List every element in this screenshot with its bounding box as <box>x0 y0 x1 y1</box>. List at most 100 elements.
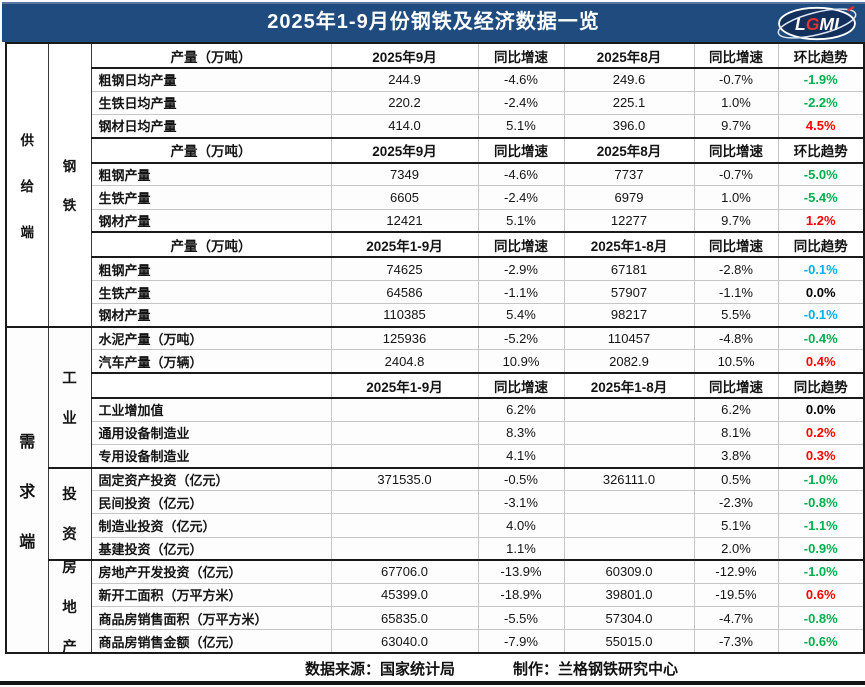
trend-value: -0.1% <box>777 256 865 281</box>
row-label: 生铁产量 <box>90 279 332 305</box>
value-cell <box>563 420 695 445</box>
side-label: 需求端 <box>5 325 49 654</box>
section-header-cell: 同比增速 <box>693 372 779 400</box>
yoy-cell: -2.9% <box>477 256 565 281</box>
yoy-cell: -0.7% <box>693 67 779 92</box>
value-cell: 6979 <box>563 185 695 210</box>
row-label: 专用设备制造业 <box>90 443 332 469</box>
trend-value: -1.1% <box>777 513 865 538</box>
yoy-cell: -4.8% <box>693 325 779 351</box>
yoy-cell: -1.1% <box>693 279 779 305</box>
value-cell: 244.9 <box>330 67 479 92</box>
value-cell: 125936 <box>330 325 479 351</box>
trend-value: -5.4% <box>777 185 865 210</box>
row-label: 水泥产量（万吨） <box>90 325 332 351</box>
value-cell: 63040.0 <box>330 629 479 654</box>
row-label: 新开工面积（万平方米） <box>90 582 332 607</box>
yoy-cell: -7.3% <box>693 629 779 654</box>
section-header-cell: 同比增速 <box>477 372 565 400</box>
yoy-cell: 6.2% <box>477 397 565 422</box>
value-cell: 6605 <box>330 185 479 210</box>
yoy-cell: -19.5% <box>693 582 779 607</box>
trend-value: 0.3% <box>777 443 865 469</box>
page-title: 2025年1-9月份钢铁及经济数据一览 <box>267 11 600 33</box>
lgmi-logo-icon: LGMI <box>777 5 857 41</box>
value-cell: 45399.0 <box>330 582 479 607</box>
section-header-cell <box>90 372 332 400</box>
value-cell <box>330 397 479 422</box>
data-table-wrap: 供给端钢铁产量（万吨） 2025年9月 同比增速 2025年8月 同比增速 环比趋势 粗钢日… <box>5 41 865 654</box>
value-cell: 98217 <box>563 303 695 328</box>
yoy-cell: -7.9% <box>477 629 565 654</box>
row-label: 汽车产量（万辆） <box>90 349 332 374</box>
yoy-cell: 4.0% <box>477 513 565 538</box>
section-header-cell: 产量（万吨） <box>90 41 332 70</box>
yoy-cell: -12.9% <box>693 559 779 584</box>
trend-value: -1.0% <box>777 466 865 492</box>
yoy-cell: 1.0% <box>693 90 779 115</box>
yoy-cell: -0.7% <box>693 162 779 187</box>
category-label: 钢铁 <box>47 42 92 328</box>
value-cell: 225.1 <box>563 90 695 115</box>
row-label: 固定资产投资（亿元） <box>90 466 332 492</box>
yoy-cell: -2.8% <box>693 256 779 281</box>
yoy-cell: -5.5% <box>477 605 565 631</box>
yoy-cell: 6.2% <box>693 397 779 422</box>
section-header-cell: 同比趋势 <box>777 372 865 400</box>
value-cell: 2082.9 <box>563 349 695 374</box>
row-label: 商品房销售金额（亿元） <box>90 629 332 654</box>
trend-value: -1.0% <box>777 559 865 584</box>
value-cell <box>563 513 695 538</box>
yoy-cell: 5.1% <box>477 113 565 139</box>
value-cell: 110457 <box>563 325 695 351</box>
trend-value: 0.6% <box>777 582 865 607</box>
trend-value: -0.4% <box>777 325 865 351</box>
data-source-label: 数据来源：国家统计局 <box>305 661 456 678</box>
value-cell: 326111.0 <box>563 466 695 492</box>
yoy-cell: 1.1% <box>477 536 565 561</box>
section-header-cell: 2025年9月 <box>330 136 479 164</box>
value-cell: 414.0 <box>330 113 479 139</box>
value-cell: 74625 <box>330 256 479 281</box>
yoy-cell: -4.7% <box>693 605 779 631</box>
value-cell: 371535.0 <box>330 466 479 492</box>
yoy-cell: -4.6% <box>477 162 565 187</box>
category-label: 房地产 <box>47 559 92 654</box>
trend-value: 4.5% <box>777 113 865 139</box>
section-header-cell: 2025年1-9月 <box>330 231 479 259</box>
yoy-cell: 10.5% <box>693 349 779 374</box>
section-header-cell: 同比增速 <box>477 136 565 164</box>
yoy-cell: -4.6% <box>477 67 565 92</box>
value-cell: 55015.0 <box>563 629 695 654</box>
value-cell: 64586 <box>330 279 479 305</box>
row-label: 粗钢产量 <box>90 162 332 187</box>
yoy-cell: -3.1% <box>477 490 565 515</box>
value-cell: 65835.0 <box>330 605 479 631</box>
yoy-cell: 5.1% <box>477 208 565 233</box>
section-header-cell: 产量（万吨） <box>90 136 332 164</box>
yoy-cell: 9.7% <box>693 208 779 233</box>
data-table-body: 供给端钢铁产量（万吨） 2025年9月 同比增速 2025年8月 同比增速 环比趋势 粗钢日… <box>5 41 865 654</box>
yoy-cell: 8.1% <box>693 420 779 445</box>
value-cell <box>330 443 479 469</box>
yoy-cell: 9.7% <box>693 113 779 139</box>
value-cell: 12421 <box>330 208 479 233</box>
section-header-cell: 同比趋势 <box>777 231 865 259</box>
trend-value: -5.0% <box>777 162 865 187</box>
value-cell <box>330 536 479 561</box>
section-header-cell: 2025年8月 <box>563 41 695 70</box>
producer-label: 制作：兰格钢铁研究中心 <box>513 661 679 678</box>
row-label: 生铁产量 <box>90 185 332 210</box>
section-header-cell: 环比趋势 <box>777 41 865 70</box>
section-header-cell: 同比增速 <box>693 231 779 259</box>
row-label: 生铁日均产量 <box>90 90 332 115</box>
trend-value: 1.2% <box>777 208 865 233</box>
value-cell <box>563 397 695 422</box>
logo-text: LGMI <box>795 14 840 34</box>
row-label: 民间投资（亿元） <box>90 490 332 515</box>
trend-value: -0.9% <box>777 536 865 561</box>
value-cell: 60309.0 <box>563 559 695 584</box>
yoy-cell: 4.1% <box>477 443 565 469</box>
section-header-cell: 2025年1-8月 <box>563 231 695 259</box>
row-label: 通用设备制造业 <box>90 420 332 445</box>
